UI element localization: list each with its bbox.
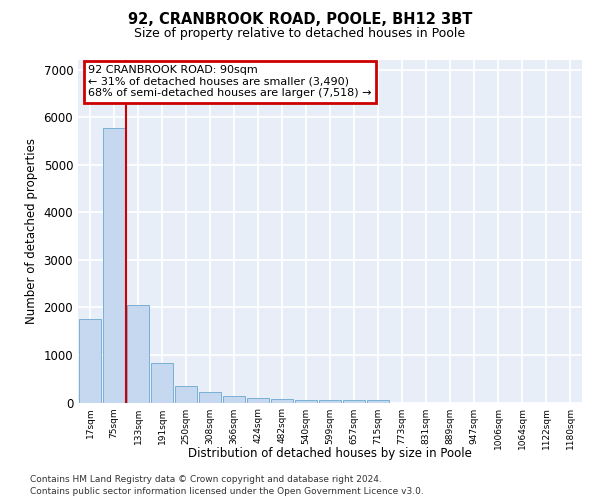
Bar xyxy=(79,320,101,402)
Text: Contains HM Land Registry data © Crown copyright and database right 2024.: Contains HM Land Registry data © Crown c… xyxy=(30,475,382,484)
Text: Distribution of detached houses by size in Poole: Distribution of detached houses by size … xyxy=(188,448,472,460)
Bar xyxy=(271,399,293,402)
Bar xyxy=(319,400,341,402)
Text: Contains public sector information licensed under the Open Government Licence v3: Contains public sector information licen… xyxy=(30,488,424,496)
Bar xyxy=(343,400,365,402)
Bar xyxy=(103,128,125,402)
Bar xyxy=(127,305,149,402)
Bar xyxy=(367,400,389,402)
Text: 92 CRANBROOK ROAD: 90sqm
← 31% of detached houses are smaller (3,490)
68% of sem: 92 CRANBROOK ROAD: 90sqm ← 31% of detach… xyxy=(88,65,371,98)
Bar xyxy=(199,392,221,402)
Text: Size of property relative to detached houses in Poole: Size of property relative to detached ho… xyxy=(134,28,466,40)
Bar xyxy=(151,363,173,403)
Text: 92, CRANBROOK ROAD, POOLE, BH12 3BT: 92, CRANBROOK ROAD, POOLE, BH12 3BT xyxy=(128,12,472,28)
Bar xyxy=(175,386,197,402)
Y-axis label: Number of detached properties: Number of detached properties xyxy=(25,138,38,324)
Bar xyxy=(223,396,245,402)
Bar xyxy=(247,398,269,402)
Bar xyxy=(295,400,317,402)
